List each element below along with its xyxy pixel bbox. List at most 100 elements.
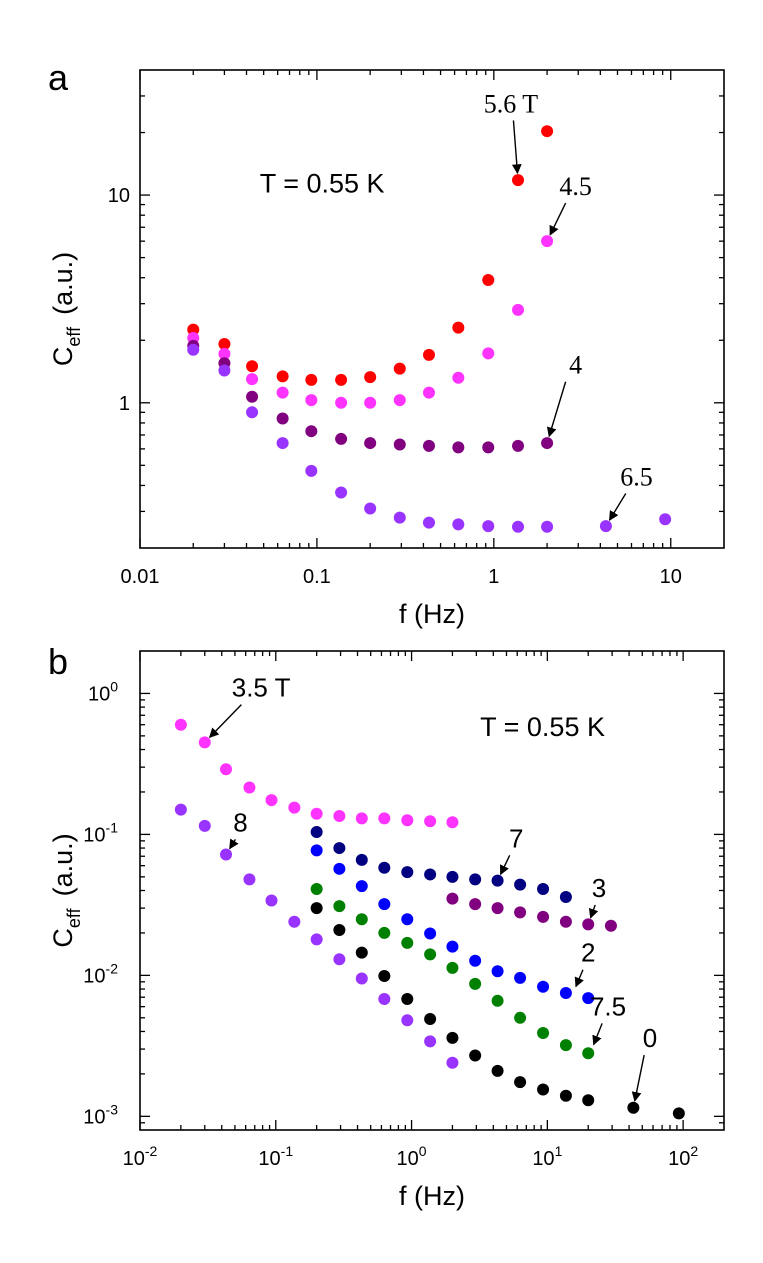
data-point: [446, 1056, 459, 1069]
data-point: [288, 801, 301, 814]
data-point: [514, 1011, 527, 1024]
data-point: [401, 866, 414, 879]
data-point: [305, 464, 318, 477]
data-point: [393, 362, 406, 375]
data-point: [446, 870, 459, 883]
x-tick-base: 10: [532, 1148, 554, 1170]
label-arrow: [608, 493, 627, 521]
data-point: [378, 861, 391, 874]
data-point: [218, 337, 231, 350]
data-point: [198, 819, 211, 832]
y-label-unit: (a.u.): [48, 252, 78, 315]
panel-label: b: [48, 641, 68, 682]
panel-label: a: [48, 57, 69, 98]
data-point: [335, 396, 348, 409]
data-point: [537, 1083, 550, 1096]
y-tick-exp: -1: [106, 819, 119, 835]
series-0: [174, 718, 459, 829]
data-point: [452, 441, 465, 454]
data-point: [582, 918, 595, 931]
label-arrow: [631, 1054, 645, 1102]
field-label: 5.6 T: [484, 89, 539, 118]
data-point: [355, 812, 368, 825]
temperature-annotation: T = 0.55 K: [480, 712, 605, 742]
data-point: [401, 936, 414, 949]
data-point: [599, 520, 612, 533]
data-point: [512, 520, 525, 533]
data-point: [393, 511, 406, 524]
data-point: [355, 880, 368, 893]
data-point: [469, 954, 482, 967]
y-tick-label: 10-2: [83, 960, 118, 987]
data-point: [491, 902, 504, 915]
data-point: [265, 894, 278, 907]
data-point: [446, 940, 459, 953]
data-point: [378, 812, 391, 825]
data-point: [604, 919, 617, 932]
data-point: [364, 396, 377, 409]
field-label: 4.5: [559, 172, 592, 201]
data-point: [559, 1089, 572, 1102]
label-arrow: [588, 904, 599, 919]
data-point: [220, 763, 233, 776]
y-tick-base: 10: [83, 1106, 105, 1128]
data-point: [310, 933, 323, 946]
data-point: [310, 882, 323, 895]
label-arrow: [511, 120, 522, 175]
data-point: [446, 892, 459, 905]
y-label-sub: eff: [64, 326, 84, 347]
x-tick-label: 10: [660, 566, 682, 588]
data-point: [276, 412, 289, 425]
label-arrow: [229, 838, 239, 850]
x-tick-label: 0.1: [303, 566, 331, 588]
data-point: [446, 1031, 459, 1044]
x-axis-label: f (Hz): [399, 599, 465, 629]
y-label-sub: eff: [64, 907, 84, 928]
y-tick-base: 10: [83, 824, 105, 846]
data-point: [422, 439, 435, 452]
data-point: [537, 1027, 550, 1040]
data-point: [582, 992, 595, 1005]
field-label: 2: [581, 938, 595, 968]
y-tick-label: 10: [108, 185, 130, 207]
series-0: [187, 125, 554, 386]
data-point: [246, 406, 259, 419]
data-point: [305, 425, 318, 438]
data-point: [218, 347, 231, 360]
data-point: [187, 343, 200, 356]
data-point: [333, 923, 346, 936]
data-point: [335, 486, 348, 499]
x-tick-label: 100: [397, 1143, 427, 1170]
field-label: 7.5: [590, 991, 626, 1021]
data-point: [482, 274, 495, 287]
data-point: [659, 513, 672, 526]
data-point: [364, 371, 377, 384]
y-label-unit: (a.u.): [48, 833, 78, 896]
data-point: [482, 520, 495, 533]
series-3: [446, 892, 617, 932]
label-arrow: [499, 855, 511, 876]
data-point: [333, 862, 346, 875]
data-point: [537, 882, 550, 895]
data-point: [246, 360, 259, 373]
label-arrow: [592, 1023, 603, 1046]
series-6: [310, 902, 685, 1120]
data-point: [512, 439, 525, 452]
x-tick-base: 10: [668, 1148, 690, 1170]
data-point: [401, 814, 414, 827]
y-label-main: C: [48, 347, 78, 367]
data-point: [305, 373, 318, 386]
data-point: [469, 977, 482, 990]
y-tick-label: 1: [119, 393, 130, 415]
label-arrow: [546, 381, 567, 438]
data-point: [541, 520, 554, 533]
x-tick-base: 10: [258, 1148, 280, 1170]
data-point: [491, 994, 504, 1007]
data-point: [422, 386, 435, 399]
data-point: [514, 878, 527, 891]
data-point: [364, 502, 377, 515]
data-point: [424, 927, 437, 940]
data-point: [335, 373, 348, 386]
series-1: [187, 235, 554, 409]
